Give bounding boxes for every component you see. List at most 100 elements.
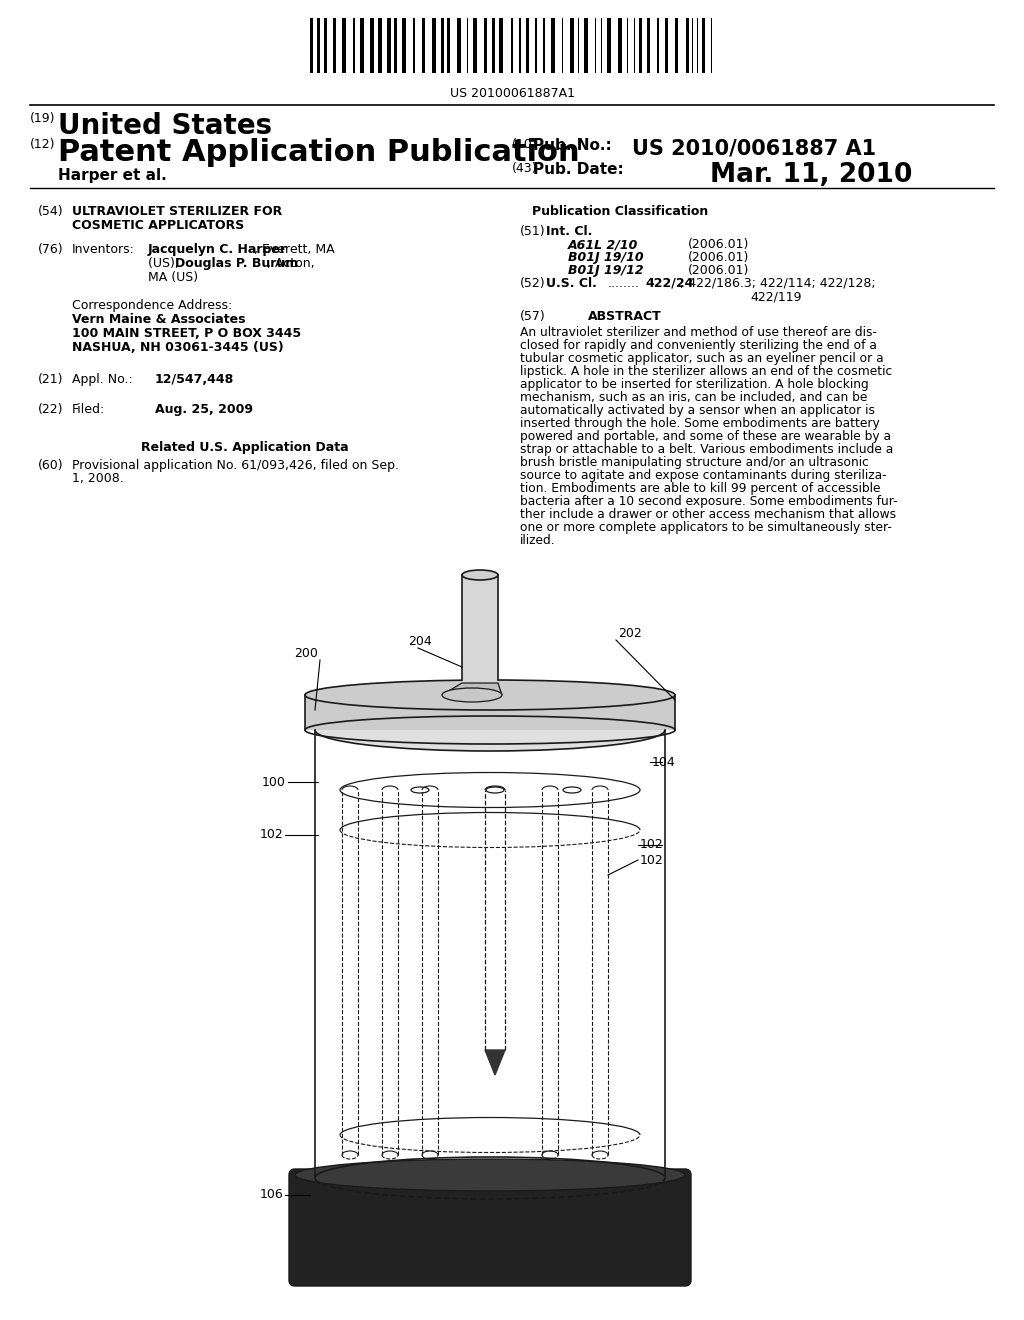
Text: (US);: (US); [148,257,183,271]
Bar [360,18,364,73]
Text: Filed:: Filed: [72,403,105,416]
Text: Patent Application Publication: Patent Application Publication [58,139,580,168]
Text: An ultraviolet sterilizer and method of use thereof are dis-: An ultraviolet sterilizer and method of … [520,326,877,339]
Text: U.S. Cl.: U.S. Cl. [546,277,597,290]
Bar [570,18,574,73]
Bar [647,18,650,73]
Ellipse shape [315,709,665,751]
Text: Correspondence Address:: Correspondence Address: [72,300,232,312]
Bar [543,18,545,73]
Text: (57): (57) [520,310,546,323]
Bar [499,18,503,73]
Text: 102: 102 [259,829,283,842]
Text: US 20100061887A1: US 20100061887A1 [450,87,574,100]
Text: (60): (60) [38,459,63,473]
Text: 1, 2008.: 1, 2008. [72,473,124,484]
Text: Vern Maine & Associates: Vern Maine & Associates [72,313,246,326]
Text: bacteria after a 10 second exposure. Some embodiments fur-: bacteria after a 10 second exposure. Som… [520,495,898,508]
Bar [535,18,537,73]
Text: United States: United States [58,112,272,140]
Text: 202: 202 [618,627,642,640]
Text: closed for rapidly and conveniently sterilizing the end of a: closed for rapidly and conveniently ster… [520,339,877,352]
Text: ilized.: ilized. [520,535,556,546]
Text: NASHUA, NH 03061-3445 (US): NASHUA, NH 03061-3445 (US) [72,341,284,354]
Bar [333,18,336,73]
Text: tubular cosmetic applicator, such as an eyeliner pencil or a: tubular cosmetic applicator, such as an … [520,352,884,366]
Text: strap or attachable to a belt. Various embodiments include a: strap or attachable to a belt. Various e… [520,444,893,455]
Text: (51): (51) [520,224,546,238]
Ellipse shape [563,787,581,793]
Ellipse shape [295,1159,685,1191]
Bar [370,18,374,73]
Text: ther include a drawer or other access mechanism that allows: ther include a drawer or other access me… [520,508,896,521]
Text: (21): (21) [38,374,63,385]
Text: US 2010/0061887 A1: US 2010/0061887 A1 [632,139,877,158]
Text: (10): (10) [512,139,538,150]
Text: , Everett, MA: , Everett, MA [254,243,335,256]
Bar [584,18,588,73]
Ellipse shape [305,680,675,710]
FancyBboxPatch shape [289,1170,691,1286]
Text: ........: ........ [608,277,640,290]
Text: applicator to be inserted for sterilization. A hole blocking: applicator to be inserted for sterilizat… [520,378,868,391]
Bar [511,18,513,73]
Text: Harper et al.: Harper et al. [58,168,167,183]
Text: Int. Cl.: Int. Cl. [546,224,592,238]
Bar [639,18,642,73]
Text: Pub. Date:: Pub. Date: [534,162,624,177]
Text: B01J 19/10: B01J 19/10 [568,251,644,264]
Text: (54): (54) [38,205,63,218]
Ellipse shape [462,570,498,579]
Text: ABSTRACT: ABSTRACT [588,310,662,323]
Text: one or more complete applicators to be simultaneously ster-: one or more complete applicators to be s… [520,521,892,535]
Bar [484,18,487,73]
Bar [657,18,659,73]
Text: 12/547,448: 12/547,448 [155,374,234,385]
Text: Appl. No.:: Appl. No.: [72,374,133,385]
Text: Related U.S. Application Data: Related U.S. Application Data [141,441,349,454]
Bar [324,18,327,73]
Text: Provisional application No. 61/093,426, filed on Sep.: Provisional application No. 61/093,426, … [72,459,399,473]
Bar [317,18,319,73]
Bar [305,696,675,730]
Text: 106: 106 [259,1188,283,1201]
Text: 422/24: 422/24 [645,277,693,290]
Text: COSMETIC APPLICATORS: COSMETIC APPLICATORS [72,219,245,232]
Text: MA (US): MA (US) [148,271,198,284]
Text: (2006.01): (2006.01) [688,238,750,251]
Ellipse shape [442,688,502,702]
Text: automatically activated by a sensor when an applicator is: automatically activated by a sensor when… [520,404,874,417]
Text: tion. Embodiments are able to kill 99 percent of accessible: tion. Embodiments are able to kill 99 pe… [520,482,881,495]
Text: (52): (52) [520,277,546,290]
Text: B01J 19/12: B01J 19/12 [568,264,644,277]
Text: ULTRAVIOLET STERILIZER FOR: ULTRAVIOLET STERILIZER FOR [72,205,283,218]
Text: , Acton,: , Acton, [267,257,314,271]
Text: (2006.01): (2006.01) [688,251,750,264]
Bar [457,18,461,73]
Bar [702,18,705,73]
Text: 102: 102 [640,838,664,851]
Bar [618,18,622,73]
Text: (22): (22) [38,403,63,416]
Text: Mar. 11, 2010: Mar. 11, 2010 [710,162,912,187]
Text: lipstick. A hole in the sterilizer allows an end of the cosmetic: lipstick. A hole in the sterilizer allow… [520,366,892,378]
Bar [473,18,477,73]
Bar [607,18,611,73]
Bar [675,18,678,73]
Text: Aug. 25, 2009: Aug. 25, 2009 [155,403,253,416]
Text: 422/119: 422/119 [750,290,802,304]
Bar [353,18,355,73]
Bar [462,576,498,696]
Bar [665,18,668,73]
Text: (19): (19) [30,112,55,125]
Text: 200: 200 [294,647,318,660]
Text: ; 422/186.3; 422/114; 422/128;: ; 422/186.3; 422/114; 422/128; [680,277,876,290]
Ellipse shape [411,787,429,793]
Text: Inventors:: Inventors: [72,243,135,256]
Text: powered and portable, and some of these are wearable by a: powered and portable, and some of these … [520,430,891,444]
Text: (76): (76) [38,243,63,256]
Bar [342,18,346,73]
Text: (2006.01): (2006.01) [688,264,750,277]
Text: 104: 104 [652,755,676,768]
Text: inserted through the hole. Some embodiments are battery: inserted through the hole. Some embodime… [520,417,880,430]
